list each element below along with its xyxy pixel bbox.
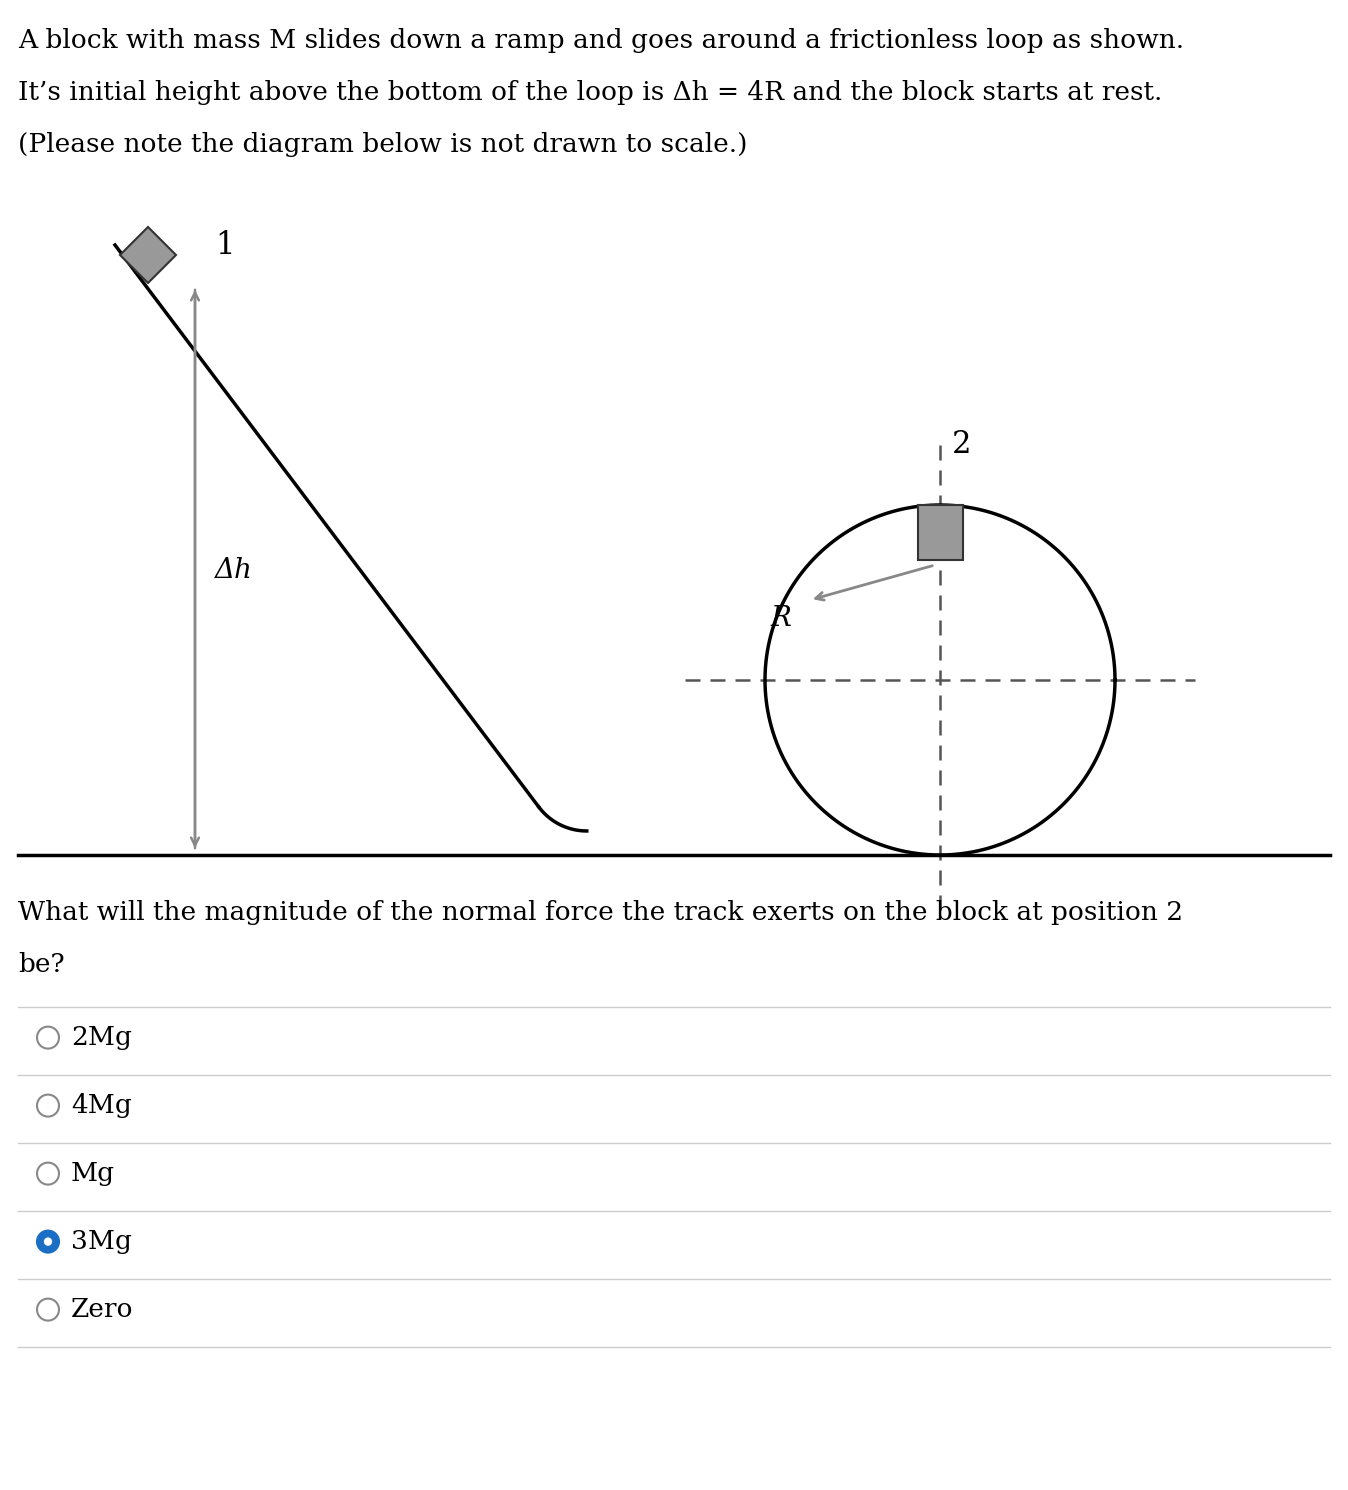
Text: What will the magnitude of the normal force the track exerts on the block at pos: What will the magnitude of the normal fo…	[18, 900, 1184, 925]
Text: be?: be?	[18, 952, 65, 977]
Circle shape	[36, 1231, 59, 1253]
Circle shape	[36, 1095, 59, 1116]
Text: 1: 1	[214, 229, 235, 261]
Text: 4Mg: 4Mg	[71, 1094, 132, 1118]
Text: 2: 2	[952, 429, 972, 460]
Text: Mg: Mg	[71, 1161, 115, 1186]
Text: A block with mass M slides down a ramp and goes around a frictionless loop as sh: A block with mass M slides down a ramp a…	[18, 28, 1184, 54]
Text: R: R	[770, 605, 791, 632]
Text: 2Mg: 2Mg	[71, 1025, 132, 1050]
Text: (Please note the diagram below is not drawn to scale.): (Please note the diagram below is not dr…	[18, 133, 748, 156]
Text: It’s initial height above the bottom of the loop is Δh = 4R and the block starts: It’s initial height above the bottom of …	[18, 80, 1162, 104]
Circle shape	[36, 1027, 59, 1049]
Text: 3Mg: 3Mg	[71, 1229, 132, 1255]
Polygon shape	[120, 226, 177, 283]
Polygon shape	[918, 505, 962, 560]
Text: Zero: Zero	[71, 1298, 133, 1322]
Text: Δh: Δh	[214, 556, 253, 584]
Circle shape	[44, 1237, 53, 1246]
Circle shape	[36, 1299, 59, 1320]
Circle shape	[36, 1162, 59, 1185]
